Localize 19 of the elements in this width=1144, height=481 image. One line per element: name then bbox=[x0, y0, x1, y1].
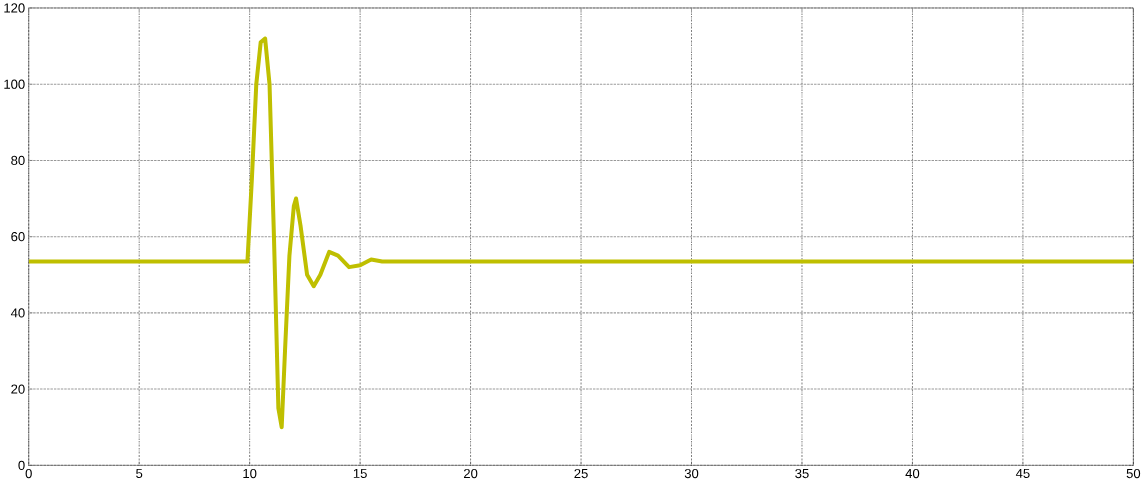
y-tick-label: 60 bbox=[11, 231, 25, 242]
x-tick-label: 15 bbox=[353, 468, 367, 478]
x-tick-label: 20 bbox=[463, 468, 478, 478]
x-tick-label: 40 bbox=[905, 468, 920, 478]
y-tick-label: 80 bbox=[11, 155, 25, 165]
y-tick-label: 120 bbox=[4, 3, 25, 13]
x-tick-label: 0 bbox=[25, 468, 32, 478]
x-tick-label: 45 bbox=[1015, 468, 1030, 478]
x-tick-label: 5 bbox=[136, 468, 143, 478]
line-series bbox=[28, 36, 1134, 429]
x-tick-label: 25 bbox=[574, 468, 588, 478]
y-tick-label: 20 bbox=[11, 384, 25, 394]
x-tick-label: 35 bbox=[795, 468, 809, 478]
x-tick-label: 10 bbox=[243, 468, 257, 478]
y-tick-label: 40 bbox=[10, 308, 25, 318]
y-tick-label: 0 bbox=[18, 460, 25, 470]
y-tick-label: 100 bbox=[4, 79, 25, 89]
x-tick-label: 30 bbox=[684, 468, 699, 478]
x-tick-label: 50 bbox=[1126, 468, 1141, 478]
